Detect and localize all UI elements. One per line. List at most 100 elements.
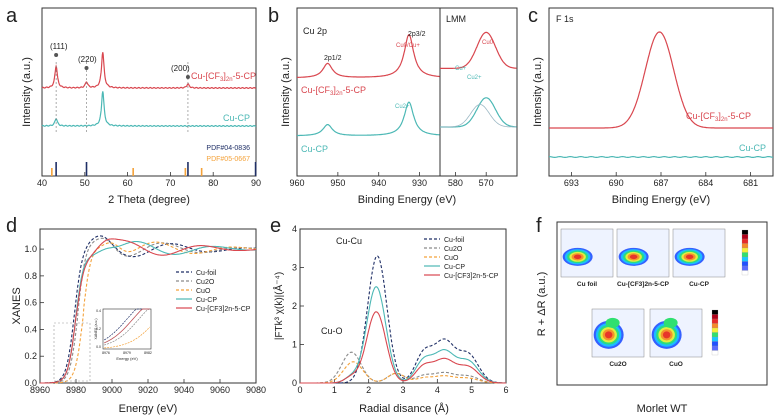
panel-c-legend-teal: Cu-CP — [739, 143, 766, 153]
panel-d-inset-curves — [104, 308, 151, 349]
panel-label-b: b — [268, 5, 279, 27]
panel-d-inset-ytick-1: 0.0 — [96, 345, 101, 349]
panel-b-legend-red: Cu-[CF3]2n-5-CP — [301, 85, 366, 97]
panel-f-colorbar-cell — [741, 238, 749, 244]
panel-e-curve — [300, 311, 506, 384]
panel-a-peak-220: (220) — [78, 55, 97, 64]
panel-label-e: e — [270, 215, 281, 237]
panel-a-series-red — [41, 52, 257, 90]
panel-a-xtick-label: 80 — [208, 178, 218, 188]
panel-label-a: a — [6, 5, 18, 27]
panel-d-curve — [40, 237, 256, 384]
panel-e-legend: Cu-foil Cu2O CuO Cu-CP Cu-[CF3]2n-5-CP — [424, 237, 499, 280]
panel-c-xticks: 693 690 687 684 681 — [564, 172, 758, 188]
panel-d-legend: Cu-foil Cu2O CuO Cu-CP Cu-[CF3]2n-5-CP — [176, 270, 251, 313]
panel-b-peak-cu0cu: Cu0/Cu+ — [396, 43, 420, 49]
panel-f-colorbar-cell — [711, 332, 719, 338]
panel-f-blob-secondary — [663, 317, 678, 328]
panel-d-inset-xtick-2: 8979 — [123, 351, 131, 355]
panel-c-xtick-label: 684 — [698, 178, 713, 188]
panel-e-xlabel: Radial disance (Å) — [359, 402, 449, 415]
panel-b-legend-teal: Cu-CP — [301, 144, 328, 154]
panel-d-inset-curve — [104, 326, 151, 349]
panel-d-yticks: 0.0 0.2 0.4 0.6 0.8 1.0 — [24, 244, 44, 388]
panel-f-colorbar-cell — [741, 261, 749, 267]
panel-f-tile-label: CuO — [669, 361, 683, 368]
panel-a-reference-lines — [51, 162, 257, 176]
panel-c-xtick-label: 681 — [743, 178, 758, 188]
panel-f-colorbar-cell — [741, 243, 749, 249]
panel-e-legend-label: Cu2O — [444, 246, 463, 253]
panel-d-xtick-label: 9020 — [138, 385, 158, 395]
panel-f-colorbar-cell — [711, 314, 719, 320]
panel-e-ytick-label: 4 — [292, 224, 297, 234]
panel-e-ytick-label: 2 — [292, 301, 297, 311]
panel-f-xlabel: Morlet WT — [637, 403, 688, 415]
panel-d-ytick-label: 0.2 — [24, 351, 37, 361]
panel-f-colorbar-cell — [711, 345, 719, 351]
panel-e-curve — [300, 255, 506, 384]
panel-f-colorbar-cell — [741, 270, 749, 276]
panel-c-xtick-label: 687 — [653, 178, 668, 188]
panel-d-inset-ytick-3: 0.4 — [96, 309, 101, 313]
panel-a-xtick-label: 40 — [37, 178, 47, 188]
panel-f-frame — [556, 221, 768, 386]
panel-e-xtick-label: 5 — [469, 385, 474, 395]
panel-d-legend-label: Cu-CP — [196, 297, 217, 304]
panel-e: e |FTk³ χ(k)|(Å⁻⁴) Radial disance (Å) 0 1… — [270, 215, 509, 415]
panel-b: b Intensity (a.u.) Binding Energy (eV) C… — [268, 5, 518, 206]
panel-f-tile-label: Cu2O — [609, 361, 626, 368]
panel-c: c Intensity (a.u.) Binding Energy (eV) F… — [528, 5, 774, 206]
panel-d-xtick-label: 9080 — [246, 385, 266, 395]
panel-d-curves — [40, 235, 257, 384]
panel-d-xtick-label: 9060 — [210, 385, 230, 395]
panel-e-xtick-label: 6 — [503, 385, 508, 395]
panel-b-peak-2p32: 2p3/2 — [408, 31, 426, 38]
panel-f-colorbar-cell — [741, 234, 749, 240]
panel-f-colorbars — [711, 229, 749, 356]
panel-a-peak-111: (111) — [50, 42, 68, 51]
panel-f-blob — [604, 331, 613, 339]
panel-f-blob-secondary — [605, 317, 620, 328]
panel-a-series-teal — [41, 91, 257, 128]
panel-c-xtick-label: 690 — [609, 178, 624, 188]
panel-d-curve — [40, 238, 257, 384]
panel-d-xtick-label: 8960 — [30, 385, 50, 395]
panel-e-annot-cucu: Cu-Cu — [336, 236, 362, 246]
panel-e-xticks: 0 1 2 3 4 5 6 — [297, 379, 509, 395]
panel-f-colorbar-cell — [711, 323, 719, 329]
panel-c-series-teal — [549, 156, 774, 158]
panel-e-xtick-label: 2 — [366, 385, 371, 395]
panel-f: f R + ΔR (a.u.) Morlet WT Cu foil Cu-[CF3… — [536, 215, 768, 415]
panel-a-legend-teal: Cu-CP — [223, 113, 250, 123]
panel-b-series-red — [297, 31, 517, 78]
panel-b-peak-cu0: Cu0 — [482, 40, 494, 46]
panel-c-xlabel: Binding Energy (eV) — [612, 194, 710, 206]
panel-f-colorbar-cell — [711, 327, 719, 333]
panel-b-title-right: LMM — [446, 14, 466, 24]
panel-b-xtick-label: 950 — [330, 178, 345, 188]
panel-e-ytick-label: 3 — [292, 263, 297, 273]
panel-a-xtick-label: 90 — [251, 178, 261, 188]
panel-d-xticks: 8960 8980 9000 9020 9040 9060 9080 — [30, 379, 266, 395]
panel-f-colorbar-cell — [711, 336, 719, 342]
panel-a-xticks: 40 50 60 70 80 90 — [37, 172, 261, 188]
panel-b-xtick-label: 960 — [289, 178, 304, 188]
panel-b-peak-cu2: Cu2+ — [395, 104, 410, 110]
panel-e-annot-cuo: Cu-O — [321, 326, 343, 336]
panel-f-colorbar-cell — [741, 229, 749, 235]
panel-d-inset-xtick-1: 8976 — [102, 351, 110, 355]
panel-f-blob — [573, 254, 582, 260]
panel-a-legend-red: Cu-[CF3]2n-5-CP — [191, 71, 256, 83]
panel-a-frame — [41, 7, 257, 177]
panel-e-ytick-label: 1 — [292, 340, 297, 350]
panel-label-f: f — [536, 215, 542, 237]
panel-d: d XANES Energy (eV) 8960 8980 9000 9020 9040… — [6, 215, 266, 415]
panel-d-ylabel: XANES — [11, 287, 23, 324]
panel-b-xticks: 960 950 940 930 580 570 — [289, 172, 494, 188]
panel-e-xtick-label: 0 — [297, 385, 302, 395]
panel-a-peak-marker — [54, 53, 59, 57]
panel-d-ytick-label: 0.8 — [24, 271, 37, 281]
panel-b-frame — [296, 7, 518, 177]
panel-b-peak-cu-plus: Cu+ — [455, 66, 467, 72]
